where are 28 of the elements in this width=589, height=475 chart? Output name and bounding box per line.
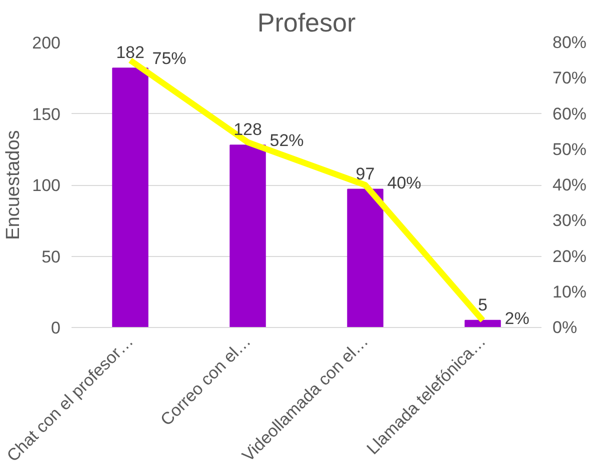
bar bbox=[464, 320, 501, 328]
y2-tick-label: 60% bbox=[552, 104, 587, 124]
data-label: 128 bbox=[234, 120, 262, 140]
y2-tick-label: 20% bbox=[552, 246, 587, 266]
data-label: 52% bbox=[270, 130, 304, 150]
data-label: 40% bbox=[387, 174, 422, 192]
y2-tick-label: 40% bbox=[552, 176, 587, 194]
data-label: 182 bbox=[116, 43, 144, 62]
data-label: 97 bbox=[356, 164, 375, 184]
y-tick-label: 0 bbox=[51, 318, 61, 338]
y2-tick-label: 80% bbox=[552, 33, 587, 52]
y2-tick-label: 50% bbox=[552, 140, 587, 159]
bar bbox=[347, 188, 384, 328]
data-label: 2% bbox=[504, 308, 530, 328]
chart-title: Profesor bbox=[257, 8, 356, 38]
y2-tick-label: 70% bbox=[552, 68, 587, 88]
y2-tick-label: 0% bbox=[552, 318, 578, 337]
y2-tick-label: 10% bbox=[552, 282, 587, 302]
data-label: 75% bbox=[152, 48, 186, 68]
y-tick-label: 50 bbox=[42, 247, 61, 266]
y-tick-label: 200 bbox=[32, 34, 61, 52]
y-tick-label: 150 bbox=[32, 104, 61, 124]
bar bbox=[112, 68, 148, 328]
bar bbox=[230, 144, 266, 328]
y2-tick-label: 30% bbox=[552, 211, 587, 230]
data-label: 5 bbox=[478, 295, 488, 314]
y-axis-title: Encuestados bbox=[3, 130, 24, 240]
y-tick-label: 100 bbox=[32, 176, 61, 195]
